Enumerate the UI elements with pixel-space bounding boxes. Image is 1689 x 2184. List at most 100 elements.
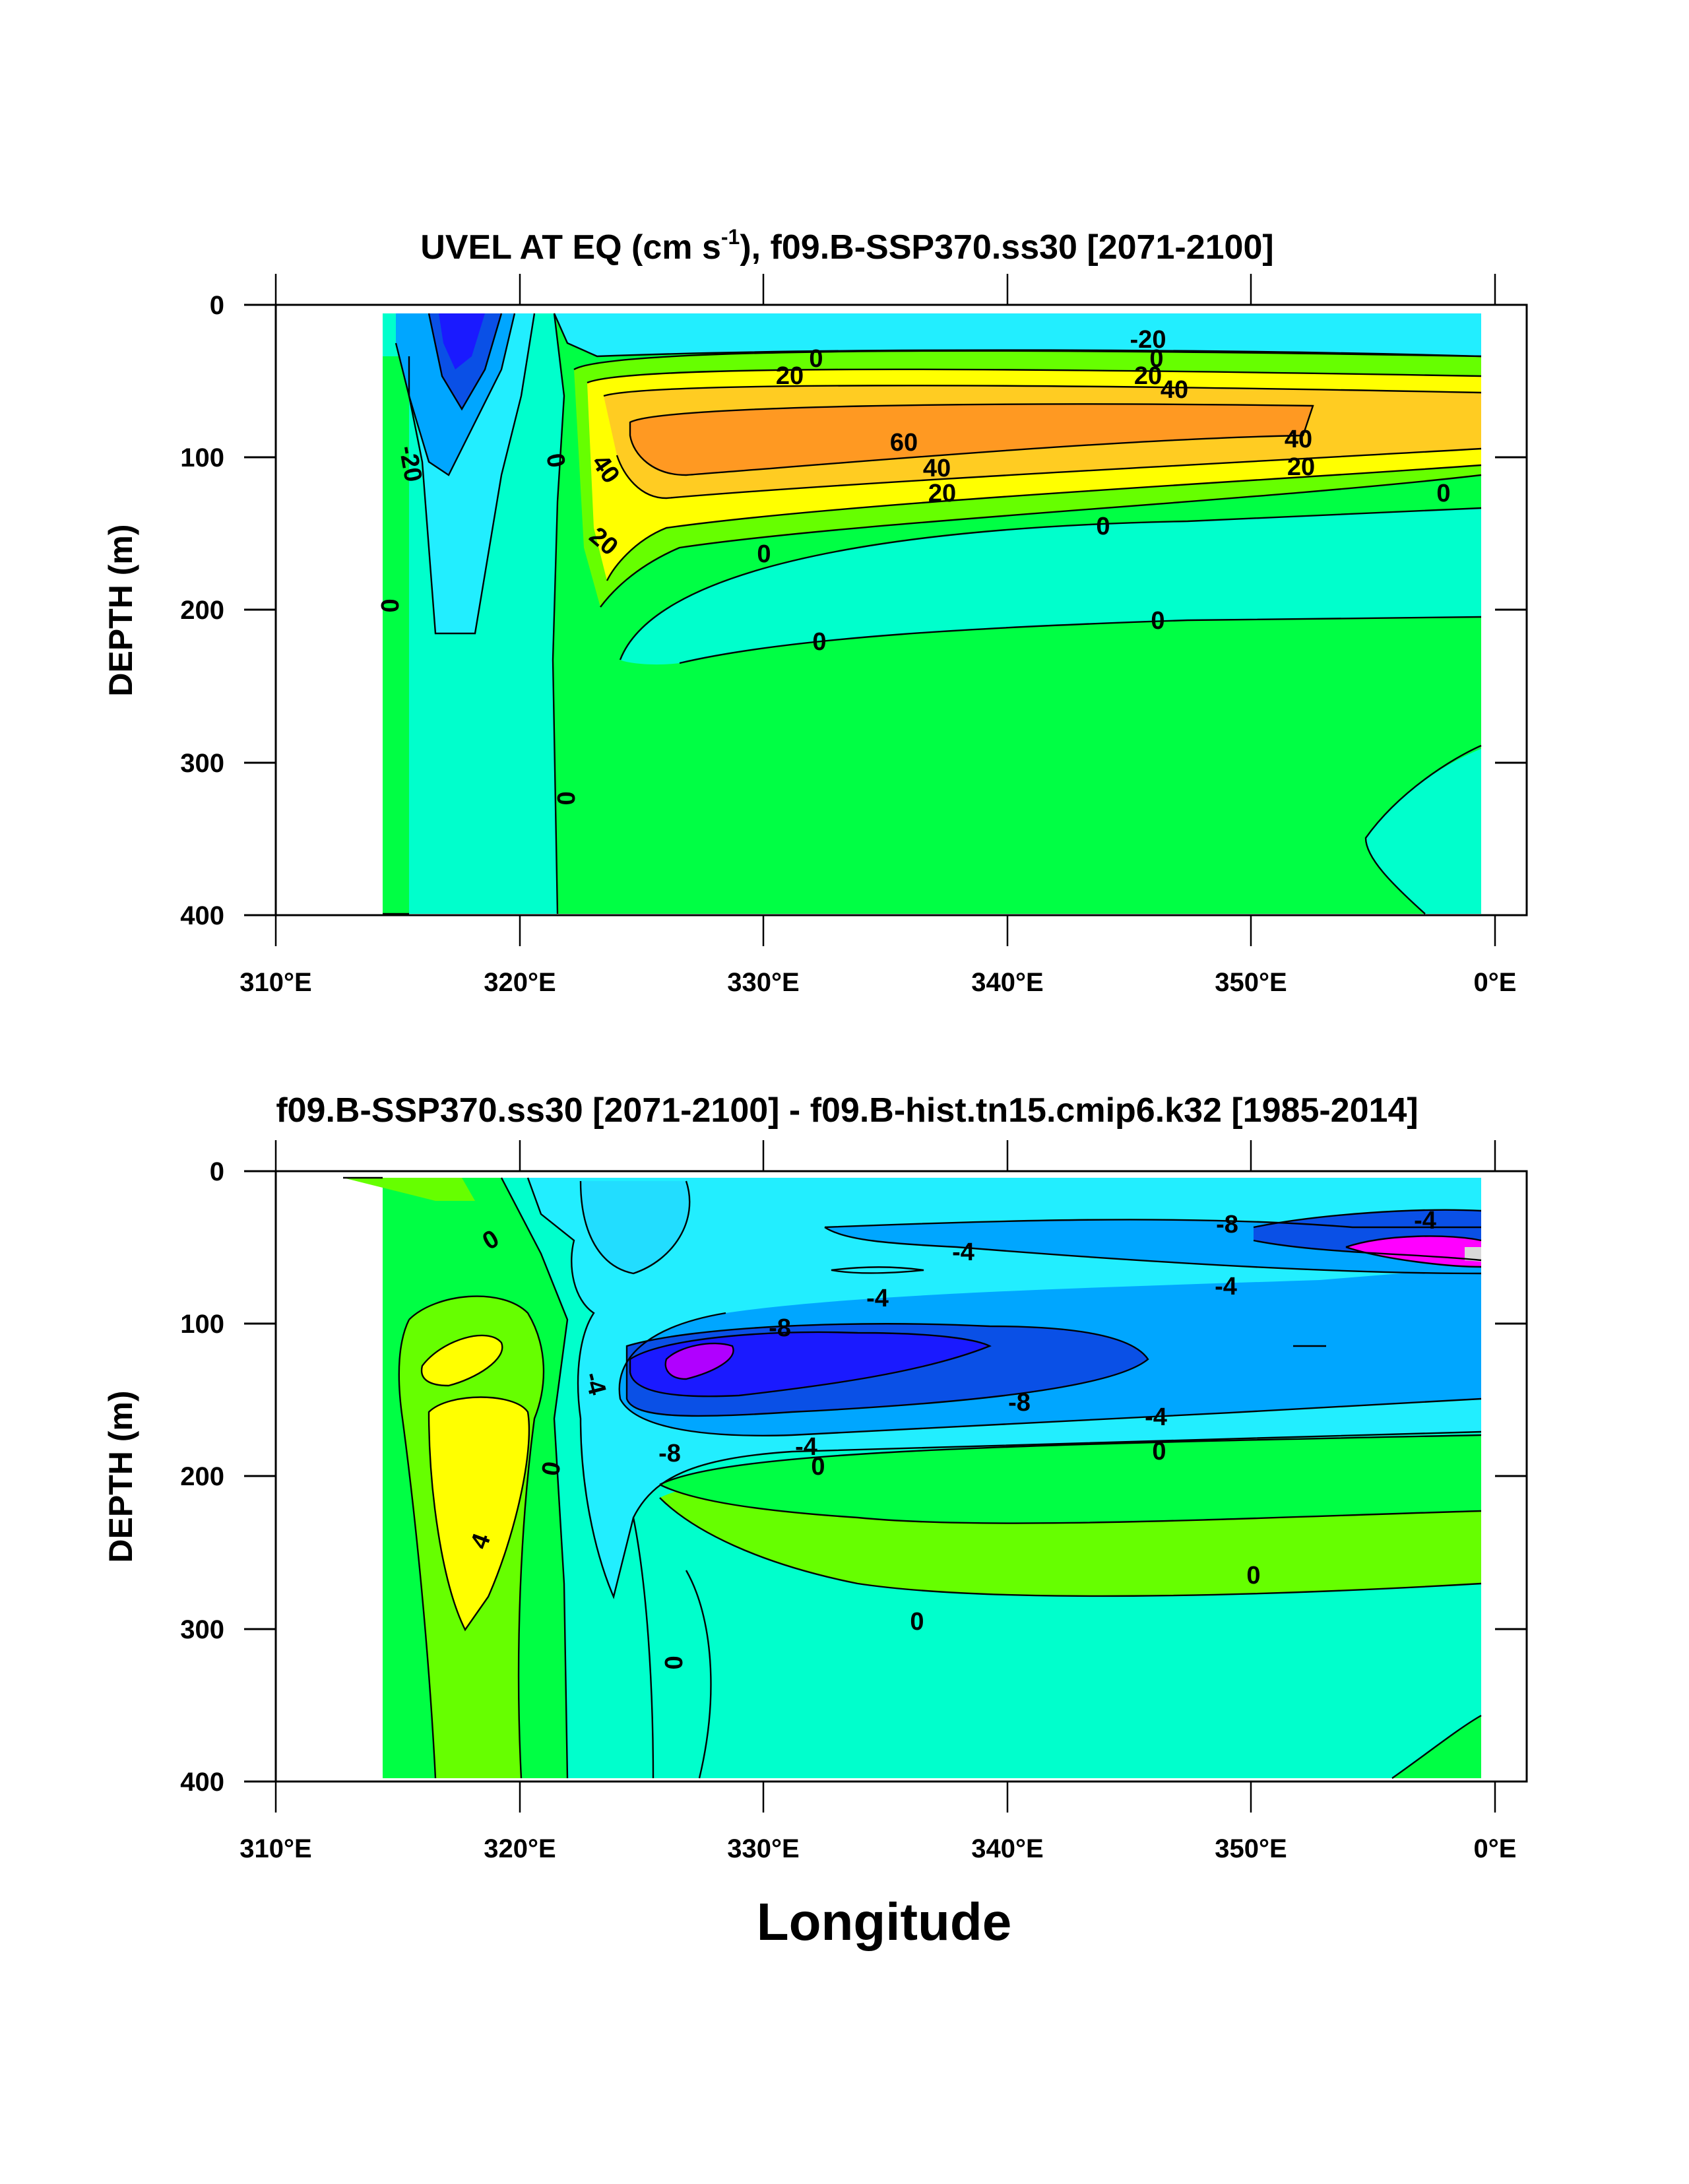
bottom-fill-purple-core — [665, 1343, 734, 1379]
top-line-40-bottom — [616, 447, 1482, 499]
bottom-fill-mask-right — [1481, 1161, 1491, 1788]
top-line-0-euc-top — [573, 350, 1482, 371]
top-y-tick-labels: 0 100 200 300 400 — [180, 291, 224, 930]
bottom-clabel: -4 — [1414, 1207, 1436, 1235]
top-clabel: 0 — [809, 345, 823, 373]
top-line-0-west — [552, 313, 565, 915]
top-clabel: 20 — [928, 480, 956, 507]
bottom-clabel: 0 — [1246, 1562, 1260, 1590]
bottom-fill-mask-left — [276, 1214, 383, 1780]
top-clabel: 0 — [757, 540, 771, 568]
bottom-clabel: -8 — [769, 1314, 791, 1342]
top-line-0-tongue-top — [619, 507, 1482, 660]
top-ytick-label: 400 — [180, 901, 224, 930]
top-title: UVEL AT EQ (cm s-1), f09.B-SSP370.ss30 [… — [420, 225, 1273, 267]
top-clabel: 0 — [1149, 345, 1163, 373]
top-ytick-label: 200 — [180, 596, 224, 625]
bottom-y-ticks — [244, 1170, 1527, 1783]
top-line-40-west — [428, 313, 503, 411]
bottom-fill-surface-lightblue — [581, 1181, 690, 1273]
top-fill-east-near-zero — [620, 508, 1490, 665]
bottom-ytick-label: 0 — [210, 1157, 224, 1186]
bottom-clabel: 0 — [910, 1608, 924, 1636]
top-line-neg-west — [408, 313, 536, 635]
bottom-ytick-label: 100 — [180, 1310, 224, 1339]
top-line-0-tongue-bottom — [679, 616, 1482, 664]
bottom-clabel: -8 — [1216, 1211, 1238, 1238]
top-line-60 — [629, 403, 1314, 476]
bottom-fill-magenta — [1346, 1236, 1481, 1267]
bottom-line-neg4 — [618, 1312, 1482, 1436]
bottom-xtick-label: 310°E — [239, 1834, 311, 1863]
top-line-0-east-deep — [1364, 744, 1482, 915]
bottom-line-0-below — [659, 1483, 1482, 1524]
top-fill-west-deep-blue — [439, 313, 485, 369]
bottom-xtick-label: 320°E — [484, 1834, 556, 1863]
top-clabel: 0 — [1096, 513, 1110, 540]
top-fill-euc-orange — [630, 404, 1313, 475]
top-contour-fill — [276, 290, 1491, 917]
top-x-tick-labels: 310°E 320°E 330°E 340°E 350°E 0°E — [239, 968, 1516, 997]
bottom-line-0-east-deep — [1391, 1714, 1482, 1779]
top-clabel: 0 — [812, 628, 826, 656]
bottom-clabel: 0 — [659, 1655, 687, 1669]
bottom-contour-lines — [343, 1176, 1482, 1779]
top-xtick-label: 340°E — [971, 968, 1043, 997]
bottom-x-tick-labels: 310°E 320°E 330°E 340°E 350°E 0°E — [239, 1834, 1516, 1863]
bottom-line-surface-neg — [579, 1180, 691, 1275]
top-clabel: 0 — [552, 791, 579, 805]
top-ytick-label: 300 — [180, 749, 224, 778]
top-clabel: 20 — [1287, 453, 1315, 481]
bottom-x-ticks — [274, 1140, 1496, 1813]
bottom-xtick-label: 340°E — [971, 1834, 1043, 1863]
bottom-line-4 — [428, 1396, 530, 1632]
x-axis-label: Longitude — [757, 1892, 1012, 1951]
bottom-clabel: -4 — [952, 1238, 974, 1266]
bottom-y-tick-labels: 0 100 200 300 400 — [180, 1157, 224, 1797]
top-clabel: 20 — [1134, 362, 1162, 390]
bottom-clabel: 0 — [811, 1453, 825, 1481]
top-fill-east-deep — [1366, 746, 1490, 914]
top-y-axis-label: DEPTH (m) — [102, 524, 139, 696]
top-clabel: 0 — [375, 598, 403, 612]
top-clabel: 0 — [1436, 480, 1450, 507]
top-line-0-surface — [553, 313, 1482, 358]
top-y-ticks — [244, 304, 1527, 916]
bottom-xtick-label: 0°E — [1474, 1834, 1517, 1863]
bottom-contour-fill — [276, 1161, 1491, 1788]
top-line-40-top — [603, 385, 1482, 397]
bottom-ytick-label: 300 — [180, 1615, 224, 1644]
bottom-clabel: -4 — [1145, 1403, 1167, 1431]
top-xtick-label: 330°E — [727, 968, 799, 997]
bottom-xtick-label: 330°E — [727, 1834, 799, 1863]
top-clabel: 20 — [776, 362, 804, 390]
top-clabel: 40 — [1161, 376, 1188, 404]
top-clabel: -20 — [1130, 326, 1166, 354]
top-clabel: 60 — [890, 429, 918, 457]
bottom-clabel: -8 — [1008, 1389, 1031, 1417]
top-xtick-label: 0°E — [1474, 968, 1517, 997]
top-line-20-top — [587, 368, 1482, 384]
top-line-0-bottom — [600, 474, 1482, 608]
bottom-ytick-label: 400 — [180, 1768, 224, 1797]
bottom-line-0-euc — [526, 1177, 1482, 1599]
panel-bottom: f09.B-SSP370.ss30 [2071-2100] - f09.B-hi… — [102, 1091, 1528, 1951]
top-clabel: 0 — [1151, 607, 1164, 635]
top-xtick-label: 350°E — [1215, 968, 1287, 997]
bottom-line-2-west — [408, 1295, 545, 1779]
bottom-line-neg8 — [625, 1323, 1149, 1417]
bottom-ytick-label: 200 — [180, 1462, 224, 1491]
bottom-title: f09.B-SSP370.ss30 [2071-2100] - f09.B-hi… — [276, 1091, 1418, 1130]
bottom-fill-west-yellow — [429, 1397, 529, 1630]
top-line-20-bottom — [606, 464, 1482, 581]
top-xtick-label: 320°E — [484, 968, 556, 997]
bottom-clabel: -4 — [866, 1285, 889, 1312]
top-fill-surface-cyan — [554, 313, 1490, 356]
top-ytick-label: 100 — [180, 443, 224, 472]
top-clabel: -20 — [393, 443, 427, 484]
panel-top: UVEL AT EQ (cm s-1), f09.B-SSP370.ss30 [… — [102, 225, 1528, 997]
bottom-xtick-label: 350°E — [1215, 1834, 1287, 1863]
top-clabel: 40 — [1285, 426, 1312, 453]
top-x-ticks — [274, 274, 1496, 946]
